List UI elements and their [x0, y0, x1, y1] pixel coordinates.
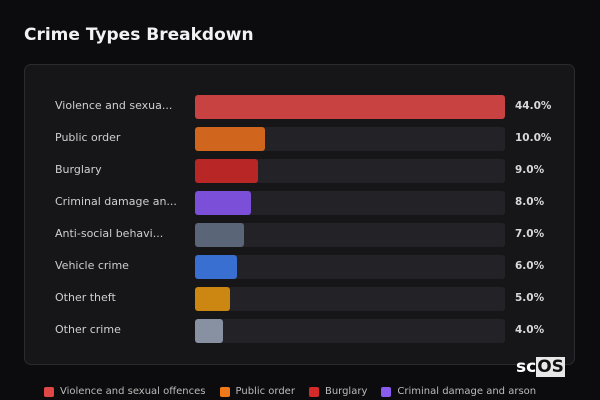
value-label: 7.0% [515, 228, 545, 240]
bar-track [195, 319, 505, 343]
value-label: 6.0% [515, 260, 545, 272]
legend-swatch [219, 386, 230, 397]
category-label: Other theft [55, 291, 116, 304]
value-label: 44.0% [515, 100, 552, 112]
bar-track [195, 287, 505, 311]
legend-item[interactable]: Criminal damage and arson [381, 386, 536, 397]
bar [195, 287, 231, 311]
legend-item[interactable]: Public order [219, 386, 295, 397]
bar [195, 223, 245, 247]
bar-row: Other crime 4.0% [25, 319, 574, 343]
bar [195, 255, 238, 279]
bar-row: Criminal damage an... 8.0% [25, 191, 574, 215]
bar-track [195, 95, 505, 119]
bar-row: Anti-social behavi... 7.0% [25, 223, 574, 247]
value-label: 4.0% [515, 324, 545, 336]
bar-track [195, 127, 505, 151]
category-label: Criminal damage an... [55, 195, 177, 208]
legend: Violence and sexual offences Public order… [44, 386, 536, 397]
bar-row: Burglary 9.0% [25, 159, 574, 183]
value-label: 5.0% [515, 292, 545, 304]
legend-item[interactable]: Burglary [308, 386, 368, 397]
bar [195, 191, 252, 215]
value-label: 9.0% [515, 164, 545, 176]
bar-row: Vehicle crime 6.0% [25, 255, 574, 279]
category-label: Public order [55, 131, 121, 144]
bar-row: Violence and sexua... 44.0% [25, 95, 574, 119]
chart-card: Violence and sexua... 44.0% Public order … [24, 64, 575, 365]
bar-row: Public order 10.0% [25, 127, 574, 151]
category-label: Anti-social behavi... [55, 227, 164, 240]
legend-label: Criminal damage and arson [397, 386, 537, 397]
scos-logo: scOS [516, 357, 565, 377]
legend-label: Burglary [324, 386, 368, 397]
value-label: 8.0% [515, 196, 545, 208]
page-title: Crime Types Breakdown [24, 25, 254, 45]
bar [195, 95, 505, 119]
bar-row: Other theft 5.0% [25, 287, 574, 311]
legend-item[interactable]: Violence and sexual offences [44, 386, 206, 397]
category-label: Vehicle crime [55, 259, 129, 272]
value-label: 10.0% [515, 132, 552, 144]
legend-label: Public order [235, 386, 295, 397]
bar [195, 127, 266, 151]
legend-label: Violence and sexual offences [60, 386, 206, 397]
category-label: Violence and sexua... [55, 99, 173, 112]
legend-swatch [308, 386, 319, 397]
category-label: Burglary [55, 163, 102, 176]
legend-swatch [44, 386, 54, 397]
bar-track [195, 159, 505, 183]
bar [195, 159, 259, 183]
category-label: Other crime [55, 323, 121, 336]
legend-swatch [381, 386, 392, 397]
bar-track [195, 191, 505, 215]
bar [195, 319, 224, 343]
bar-track [195, 223, 505, 247]
bar-track [195, 255, 505, 279]
